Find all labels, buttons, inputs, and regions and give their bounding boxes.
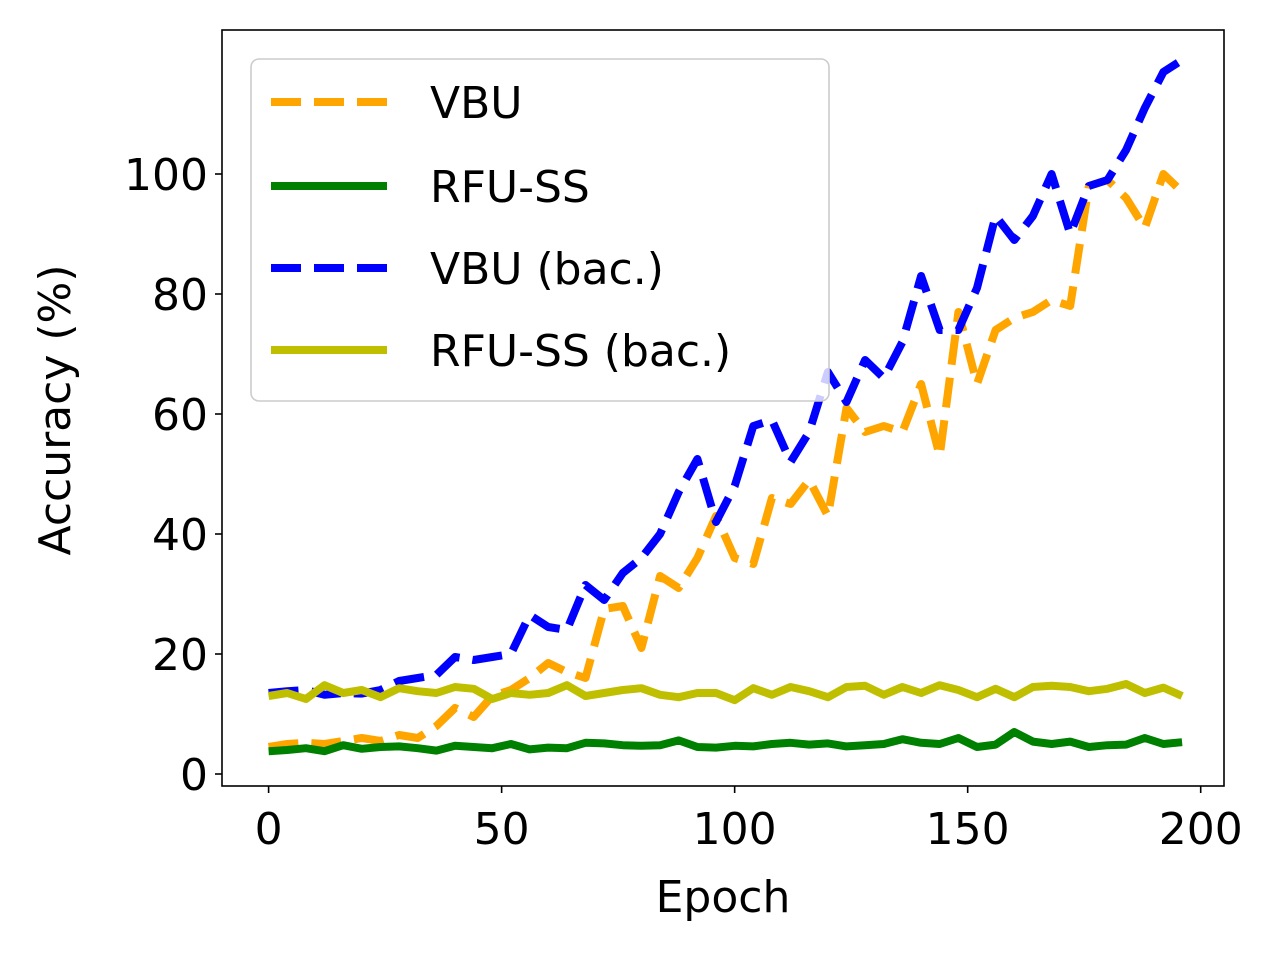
x-tick-label: 200 bbox=[1159, 804, 1243, 855]
y-tick-label: 0 bbox=[180, 750, 208, 801]
x-tick-label: 150 bbox=[926, 804, 1010, 855]
y-tick-label: 100 bbox=[124, 150, 208, 201]
x-axis-label: Epoch bbox=[656, 872, 791, 923]
plot-frame bbox=[221, 29, 1225, 787]
x-tick-label: 50 bbox=[474, 804, 530, 855]
series-line-4 bbox=[267, 680, 1184, 705]
y-axis-label: Accuracy (%) bbox=[30, 264, 81, 555]
y-tick-label: 40 bbox=[152, 510, 208, 561]
y-tick-label: 20 bbox=[152, 630, 208, 681]
y-tick-label: 80 bbox=[152, 270, 208, 321]
series-line-2 bbox=[268, 728, 1183, 756]
x-tick-label: 100 bbox=[693, 804, 777, 855]
y-axis: 0 20 40 60 80 100 bbox=[124, 150, 222, 801]
legend: VBU RFU-SS VBU (bac.) RFU-SS (bac.) bbox=[250, 58, 830, 402]
legend-label-4: RFU-SS (bac.) bbox=[430, 326, 731, 377]
x-tick-label: 0 bbox=[255, 804, 283, 855]
x-axis: 0 50 100 150 200 bbox=[255, 786, 1243, 855]
y-tick-label: 60 bbox=[152, 390, 208, 441]
legend-box bbox=[250, 58, 830, 402]
legend-label-3: VBU (bac.) bbox=[430, 244, 664, 295]
series-line-1 bbox=[267, 170, 1185, 751]
legend-label-1: VBU bbox=[430, 78, 523, 129]
legend-label-2: RFU-SS bbox=[430, 162, 590, 213]
series-layer bbox=[267, 56, 1185, 756]
series-line-3 bbox=[268, 56, 1185, 699]
